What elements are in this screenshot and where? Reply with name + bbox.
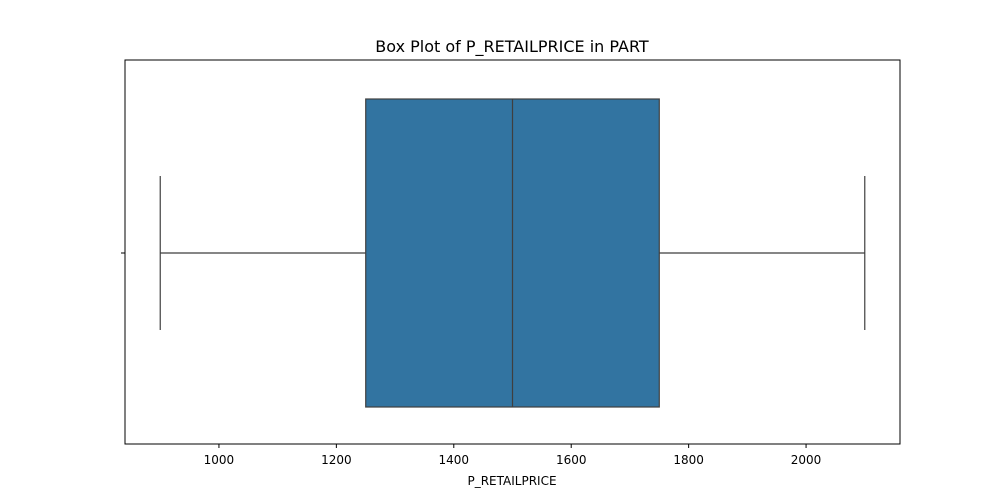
chart-title: Box Plot of P_RETAILPRICE in PART <box>375 37 649 57</box>
x-tick-label: 1000 <box>204 453 235 467</box>
x-tick-label: 1800 <box>673 453 704 467</box>
x-tick-label: 1400 <box>439 453 470 467</box>
x-tick-label: 1200 <box>321 453 352 467</box>
x-tick-label: 1600 <box>556 453 587 467</box>
x-axis: 1000 1200 1400 1600 1800 2000 <box>204 444 822 467</box>
box-series <box>159 98 866 408</box>
x-tick-label: 2000 <box>791 453 822 467</box>
plot-area-frame <box>124 59 901 445</box>
x-axis-label: P_RETAILPRICE <box>467 474 556 488</box>
